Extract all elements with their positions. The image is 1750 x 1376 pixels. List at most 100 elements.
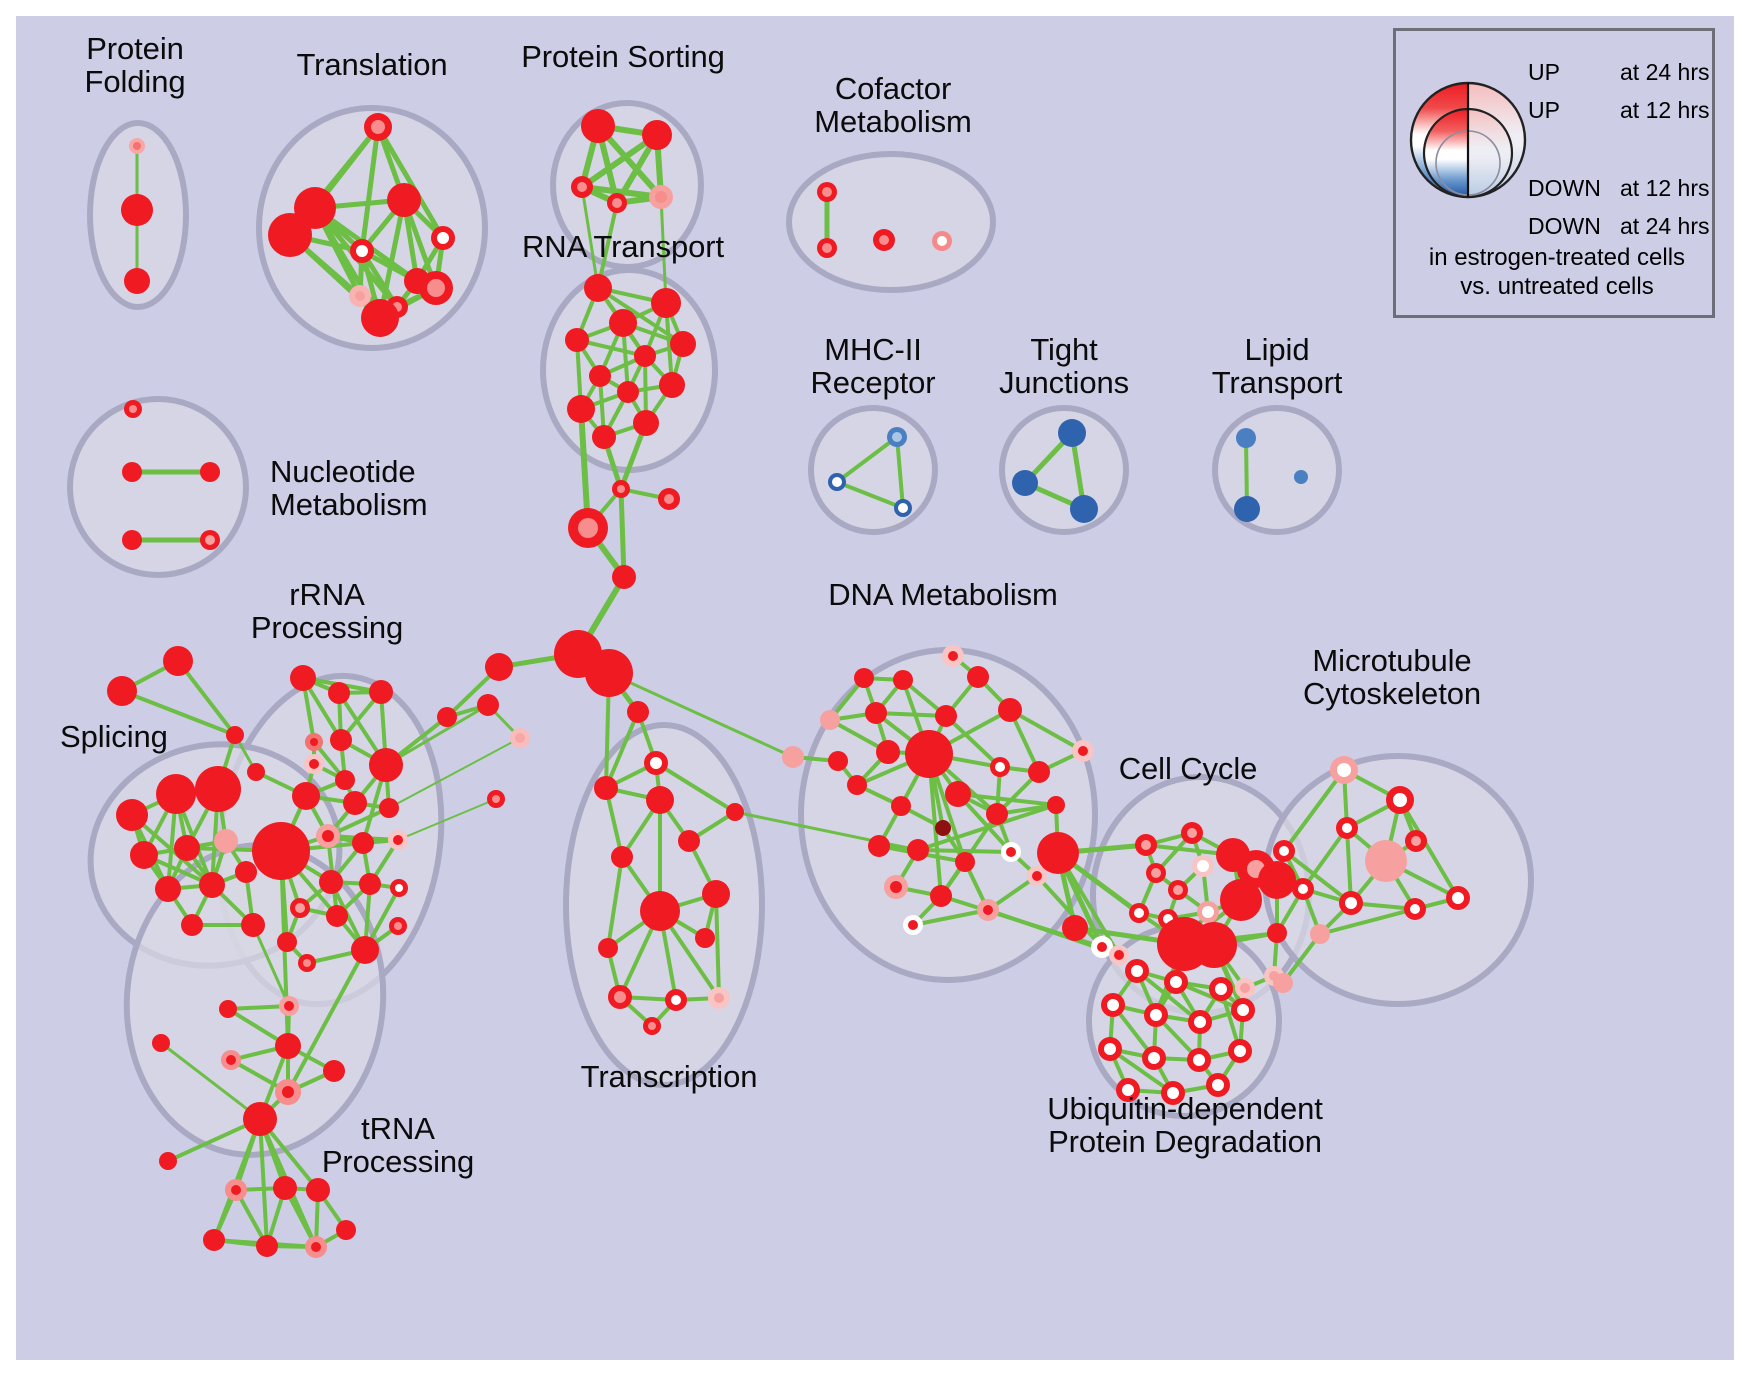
network-node[interactable] xyxy=(986,803,1008,825)
network-node[interactable] xyxy=(868,835,890,857)
network-node[interactable] xyxy=(584,274,612,302)
network-node[interactable] xyxy=(330,729,352,751)
network-node[interactable] xyxy=(607,193,627,213)
network-node[interactable] xyxy=(1336,817,1358,839)
network-node[interactable] xyxy=(1129,903,1149,923)
network-node[interactable] xyxy=(487,790,505,808)
network-node[interactable] xyxy=(642,120,672,150)
network-node[interactable] xyxy=(903,915,923,935)
network-node[interactable] xyxy=(945,781,971,807)
network-node[interactable] xyxy=(304,754,324,774)
network-node[interactable] xyxy=(1234,496,1260,522)
network-node[interactable] xyxy=(643,1017,661,1035)
network-node[interactable] xyxy=(326,905,348,927)
network-node[interactable] xyxy=(1228,1039,1252,1063)
network-node[interactable] xyxy=(298,954,316,972)
network-node[interactable] xyxy=(359,873,381,895)
network-node[interactable] xyxy=(612,565,636,589)
network-node[interactable] xyxy=(1197,901,1219,923)
network-node[interactable] xyxy=(634,345,656,367)
network-node[interactable] xyxy=(817,238,837,258)
network-node[interactable] xyxy=(887,427,907,447)
network-node[interactable] xyxy=(1405,830,1427,852)
network-node[interactable] xyxy=(1191,922,1237,968)
network-node[interactable] xyxy=(328,682,350,704)
network-node[interactable] xyxy=(200,530,220,550)
network-node[interactable] xyxy=(116,799,148,831)
network-node[interactable] xyxy=(1181,822,1203,844)
network-node[interactable] xyxy=(609,309,637,337)
network-node[interactable] xyxy=(364,113,392,141)
network-node[interactable] xyxy=(335,770,355,790)
network-node[interactable] xyxy=(907,839,929,861)
network-node[interactable] xyxy=(226,726,244,744)
network-node[interactable] xyxy=(1220,879,1262,921)
network-node[interactable] xyxy=(828,751,848,771)
network-node[interactable] xyxy=(159,1152,177,1170)
network-node[interactable] xyxy=(290,898,310,918)
network-node[interactable] xyxy=(935,705,957,727)
network-node[interactable] xyxy=(275,1079,301,1105)
network-node[interactable] xyxy=(243,1102,277,1136)
network-node[interactable] xyxy=(336,1220,356,1240)
network-node[interactable] xyxy=(1109,945,1129,965)
network-node[interactable] xyxy=(1164,970,1188,994)
network-node[interactable] xyxy=(241,913,265,937)
network-node[interactable] xyxy=(352,832,374,854)
network-node[interactable] xyxy=(1144,1003,1168,1027)
network-node[interactable] xyxy=(130,841,158,869)
network-node[interactable] xyxy=(1339,891,1363,915)
network-node[interactable] xyxy=(247,763,265,781)
network-node[interactable] xyxy=(1146,863,1166,883)
network-node[interactable] xyxy=(252,822,310,880)
network-node[interactable] xyxy=(1012,470,1038,496)
network-node[interactable] xyxy=(510,728,530,748)
network-node[interactable] xyxy=(627,701,649,723)
network-node[interactable] xyxy=(633,410,659,436)
network-node[interactable] xyxy=(1294,470,1308,484)
network-node[interactable] xyxy=(268,213,312,257)
network-node[interactable] xyxy=(782,746,804,768)
network-node[interactable] xyxy=(1365,840,1407,882)
network-node[interactable] xyxy=(319,870,343,894)
network-node[interactable] xyxy=(571,176,593,198)
network-node[interactable] xyxy=(203,1229,225,1251)
network-node[interactable] xyxy=(611,846,633,868)
network-node[interactable] xyxy=(1267,923,1287,943)
network-node[interactable] xyxy=(585,649,633,697)
network-node[interactable] xyxy=(1047,796,1065,814)
network-node[interactable] xyxy=(1098,1037,1122,1061)
network-node[interactable] xyxy=(277,932,297,952)
network-node[interactable] xyxy=(290,665,316,691)
network-node[interactable] xyxy=(592,425,616,449)
network-node[interactable] xyxy=(124,400,142,418)
network-node[interactable] xyxy=(1330,756,1358,784)
network-node[interactable] xyxy=(1062,915,1088,941)
network-node[interactable] xyxy=(1116,1078,1140,1102)
network-node[interactable] xyxy=(854,668,874,688)
network-node[interactable] xyxy=(390,879,408,897)
network-node[interactable] xyxy=(273,1176,297,1200)
network-node[interactable] xyxy=(565,328,589,352)
network-node[interactable] xyxy=(323,1060,345,1082)
network-node[interactable] xyxy=(437,707,457,727)
network-node[interactable] xyxy=(1292,878,1314,900)
network-node[interactable] xyxy=(612,480,630,498)
network-node[interactable] xyxy=(658,488,680,510)
network-node[interactable] xyxy=(121,194,153,226)
network-node[interactable] xyxy=(221,1050,241,1070)
network-node[interactable] xyxy=(305,733,323,751)
network-node[interactable] xyxy=(1125,959,1149,983)
network-node[interactable] xyxy=(608,985,632,1009)
network-node[interactable] xyxy=(1058,419,1086,447)
network-node[interactable] xyxy=(817,182,837,202)
network-node[interactable] xyxy=(1386,786,1414,814)
network-node[interactable] xyxy=(1258,861,1296,899)
network-node[interactable] xyxy=(350,239,374,263)
network-node[interactable] xyxy=(894,499,912,517)
network-node[interactable] xyxy=(726,803,744,821)
network-node[interactable] xyxy=(589,365,611,387)
network-node[interactable] xyxy=(349,285,371,307)
network-node[interactable] xyxy=(1310,924,1330,944)
network-node[interactable] xyxy=(388,830,408,850)
